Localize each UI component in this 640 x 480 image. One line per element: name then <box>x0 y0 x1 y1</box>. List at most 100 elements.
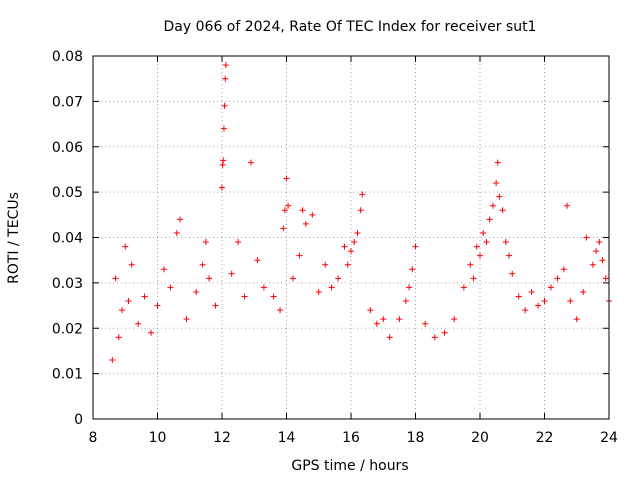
data-point <box>560 266 567 273</box>
data-point <box>219 184 225 191</box>
data-point <box>241 293 248 300</box>
data-point <box>202 239 209 246</box>
data-point <box>315 288 322 295</box>
data-point <box>409 266 416 273</box>
data-point <box>270 293 277 300</box>
x-tick-label: 20 <box>471 430 489 446</box>
data-point <box>406 284 413 291</box>
data-point <box>564 202 571 209</box>
data-point <box>248 159 255 166</box>
data-point <box>547 284 554 291</box>
data-point <box>373 320 380 327</box>
y-axis-label: ROTI / TECUs <box>6 192 22 284</box>
data-point <box>109 357 116 364</box>
data-point <box>367 307 374 314</box>
data-point <box>493 180 500 187</box>
data-point <box>299 207 306 214</box>
data-point <box>573 316 580 323</box>
data-point <box>522 307 529 314</box>
data-point <box>599 257 606 264</box>
data-point <box>473 243 480 250</box>
data-point <box>499 207 506 214</box>
data-point <box>431 334 438 341</box>
data-point <box>502 239 509 246</box>
x-tick-label: 22 <box>536 430 554 446</box>
x-axis-label: GPS time / hours <box>291 458 408 474</box>
data-point <box>351 239 358 246</box>
data-point <box>554 275 561 282</box>
data-point <box>222 75 229 82</box>
data-point <box>125 298 132 305</box>
y-tick-label: 0.03 <box>52 276 83 292</box>
data-point <box>206 275 213 282</box>
data-point <box>470 275 477 282</box>
data-point <box>402 298 409 305</box>
data-point <box>122 243 129 250</box>
data-point <box>221 102 228 109</box>
data-point <box>219 161 226 168</box>
data-point <box>183 316 190 323</box>
data-point <box>341 243 348 250</box>
data-point <box>309 211 316 218</box>
x-tick-labels: 8 10 12 14 16 18 20 22 24 <box>89 430 618 446</box>
data-point <box>344 261 351 268</box>
data-point <box>289 275 296 282</box>
data-point <box>160 266 167 273</box>
y-tick-label: 0.02 <box>52 321 83 337</box>
data-point <box>451 316 458 323</box>
data-point <box>167 284 174 291</box>
data-point <box>112 275 119 282</box>
data-point <box>509 270 516 277</box>
x-tick-label: 10 <box>149 430 167 446</box>
y-tick-labels: 0 0.01 0.02 0.03 0.04 0.05 0.06 0.07 0.08 <box>52 49 83 428</box>
data-point <box>348 248 354 255</box>
data-point <box>386 334 393 341</box>
y-tick-label: 0.06 <box>52 140 83 156</box>
data-point <box>535 302 542 309</box>
data-point <box>357 207 364 214</box>
data-point <box>422 320 429 327</box>
data-point <box>228 270 235 277</box>
axis-ticks <box>92 55 610 420</box>
data-point <box>496 193 503 200</box>
data-point <box>412 243 419 250</box>
data-point <box>254 257 261 264</box>
data-point <box>589 261 596 268</box>
data-point <box>277 307 284 314</box>
data-point <box>528 288 535 295</box>
data-point <box>567 298 574 305</box>
y-tick-label: 0 <box>74 412 83 428</box>
data-point <box>483 239 490 246</box>
y-tick-label: 0.08 <box>52 49 83 65</box>
data-point <box>119 307 126 314</box>
data-point <box>477 252 483 259</box>
data-point <box>173 229 180 236</box>
data-point <box>135 320 142 327</box>
chart-title: Day 066 of 2024, Rate Of TEC Index for r… <box>164 19 537 35</box>
data-points <box>109 62 612 364</box>
data-point <box>193 288 200 295</box>
y-tick-label: 0.04 <box>52 231 83 247</box>
data-point <box>128 261 135 268</box>
data-point <box>515 293 522 300</box>
y-tick-label: 0.05 <box>52 185 83 201</box>
data-point <box>260 284 267 291</box>
data-point <box>177 216 184 223</box>
x-tick-label: 14 <box>278 430 296 446</box>
data-point <box>302 220 309 227</box>
data-point <box>602 275 609 282</box>
data-point <box>283 175 290 182</box>
x-tick-label: 16 <box>342 430 360 446</box>
data-point <box>328 284 335 291</box>
data-point <box>441 329 448 336</box>
data-point <box>506 252 513 259</box>
data-point <box>541 298 548 305</box>
x-tick-label: 24 <box>600 430 618 446</box>
data-point <box>460 284 467 291</box>
x-tick-label: 12 <box>213 430 231 446</box>
x-tick-label: 8 <box>89 430 98 446</box>
y-tick-label: 0.01 <box>52 367 83 383</box>
data-point <box>220 125 227 132</box>
